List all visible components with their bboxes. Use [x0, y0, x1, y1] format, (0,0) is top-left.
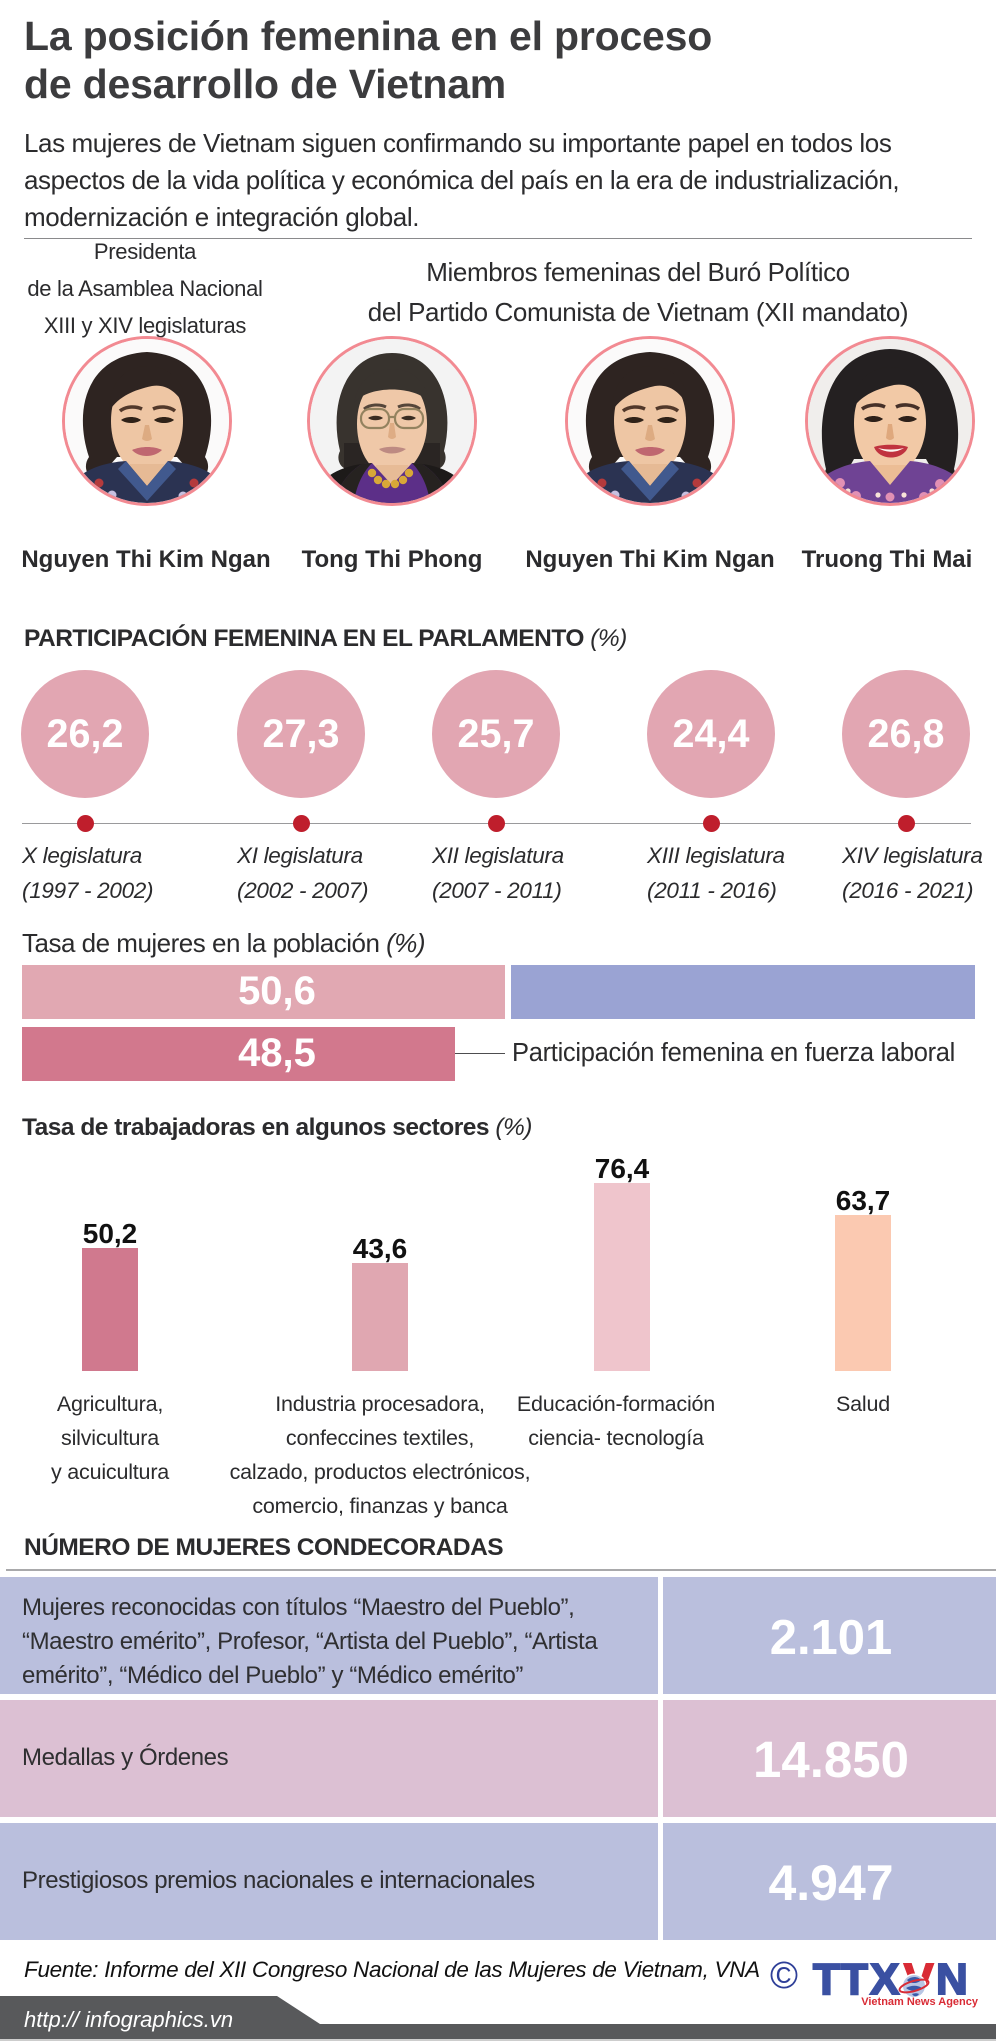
- svg-text:T: T: [841, 1955, 868, 2004]
- svg-text:X: X: [870, 1955, 899, 2004]
- svg-text:http:// infographics.vn: http:// infographics.vn: [24, 2007, 233, 2032]
- svg-text:T: T: [813, 1955, 840, 2004]
- svg-text:Vietnam News Agency: Vietnam News Agency: [861, 1996, 979, 2008]
- svg-text:N: N: [936, 1955, 968, 2004]
